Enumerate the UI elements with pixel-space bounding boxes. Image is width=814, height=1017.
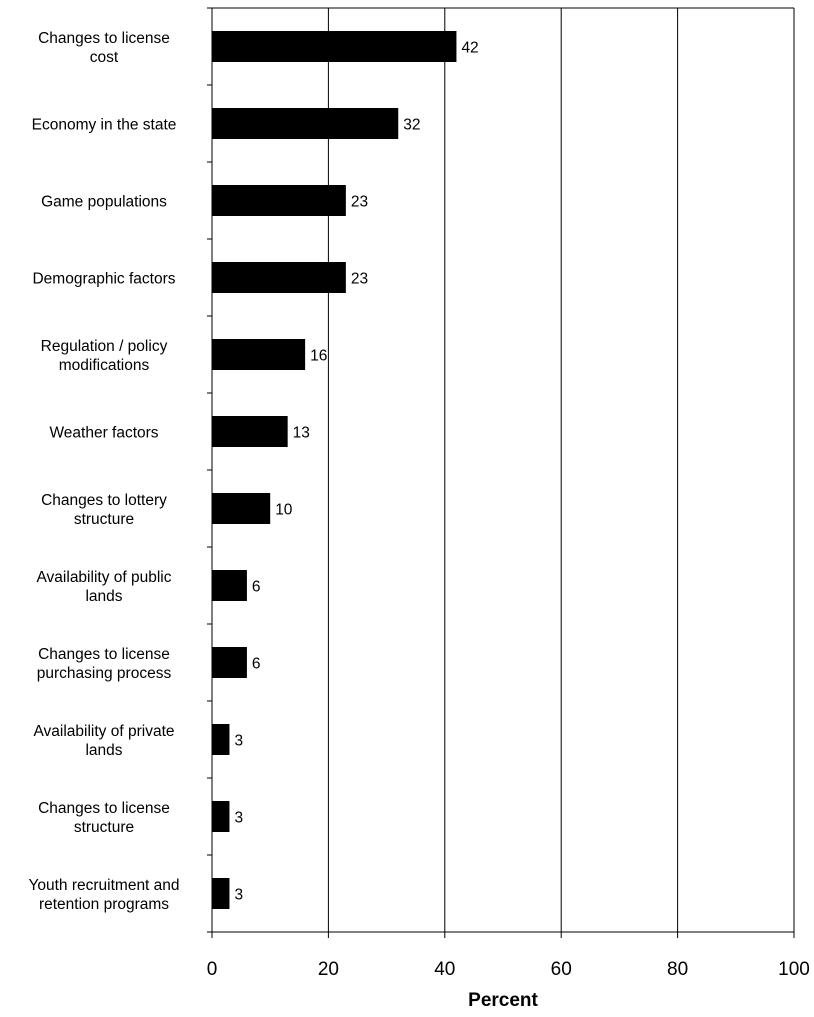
category-label-5-line-0: Weather factors: [49, 425, 158, 442]
data-label-11: 3: [234, 887, 243, 904]
category-label-9-line-1: lands: [85, 742, 122, 759]
bar-7: [212, 570, 247, 601]
data-label-4: 16: [310, 348, 327, 365]
x-tick-label-80: 80: [667, 959, 688, 980]
category-label-7: Availability of public lands: [37, 569, 172, 605]
category-label-2-line-0: Game populations: [41, 194, 167, 211]
bar-6: [212, 493, 271, 524]
bar-0: [212, 31, 457, 62]
data-label-10: 3: [234, 810, 243, 827]
x-tick-label-60: 60: [551, 959, 572, 980]
bar-5: [212, 416, 288, 447]
data-label-1: 32: [403, 117, 420, 134]
gridlines: [327, 8, 795, 932]
data-label-3: 23: [351, 271, 368, 288]
x-tick-label-20: 20: [318, 959, 339, 980]
data-label-9: 3: [234, 733, 243, 750]
bar-11: [212, 878, 230, 909]
category-label-5: Weather factors: [49, 425, 158, 442]
category-label-6-line-1: structure: [74, 511, 134, 528]
category-label-2: Game populations: [41, 194, 167, 211]
data-label-5: 13: [293, 425, 310, 442]
category-label-9: Availability of private lands: [33, 723, 174, 759]
category-label-6-line-0: Changes to lottery: [41, 492, 167, 509]
category-label-10: Changes to license structure: [38, 800, 170, 836]
axes: [207, 7, 795, 938]
category-label-8-line-0: Changes to license: [38, 646, 170, 663]
category-label-1: Economy in the state: [32, 117, 177, 134]
data-label-2: 23: [351, 194, 368, 211]
bars: [212, 31, 457, 909]
category-label-10-line-0: Changes to license: [38, 800, 170, 817]
category-label-0-line-0: Changes to license: [38, 30, 170, 47]
category-labels: Changes to license cost Economy in the sta…: [28, 30, 179, 913]
category-label-11-line-0: Youth recruitment and: [28, 877, 179, 894]
data-labels: 42 32 23 23 16 13 10 6 6 3 3 3: [234, 40, 478, 904]
category-label-4-line-0: Regulation / policy: [41, 338, 168, 355]
category-label-6: Changes to lottery structure: [41, 492, 167, 528]
bar-1: [212, 108, 399, 139]
category-label-7-line-0: Availability of public: [37, 569, 172, 586]
category-label-11-line-1: retention programs: [39, 896, 169, 913]
bar-4: [212, 339, 306, 370]
category-label-4: Regulation / policy modifications: [41, 338, 168, 374]
x-tick-label-0: 0: [207, 959, 218, 980]
category-label-3: Demographic factors: [32, 271, 175, 288]
bar-3: [212, 262, 346, 293]
category-label-8-line-1: purchasing process: [37, 665, 172, 682]
category-label-0: Changes to license cost: [38, 30, 170, 66]
category-label-8: Changes to license purchasing process: [37, 646, 172, 682]
category-label-11: Youth recruitment and retention programs: [28, 877, 179, 913]
category-label-10-line-1: structure: [74, 819, 134, 836]
category-label-9-line-0: Availability of private: [33, 723, 174, 740]
x-tick-label-40: 40: [434, 959, 455, 980]
category-label-3-line-0: Demographic factors: [32, 271, 175, 288]
category-label-4-line-1: modifications: [59, 357, 150, 374]
bar-8: [212, 647, 247, 678]
x-axis-title: Percent: [468, 990, 538, 1011]
data-label-8: 6: [252, 656, 261, 673]
data-label-6: 10: [275, 502, 293, 519]
category-label-1-line-0: Economy in the state: [32, 117, 177, 134]
bar-2: [212, 185, 346, 216]
bar-9: [212, 724, 230, 755]
data-label-0: 42: [461, 40, 478, 57]
category-label-0-line-1: cost: [90, 49, 119, 66]
x-tick-label-100: 100: [778, 959, 810, 980]
category-label-7-line-1: lands: [85, 588, 122, 605]
data-label-7: 6: [252, 579, 261, 596]
bar-10: [212, 801, 230, 832]
x-tick-labels: 0 20 40 60 80 100: [207, 959, 810, 980]
